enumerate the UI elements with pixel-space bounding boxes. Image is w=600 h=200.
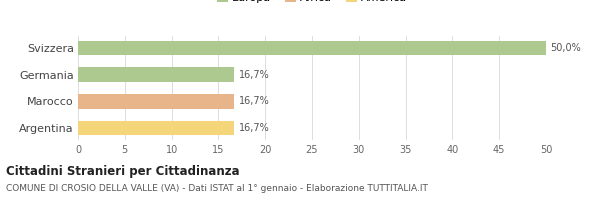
Text: 16,7%: 16,7% [239,123,270,133]
Text: 50,0%: 50,0% [551,43,581,53]
Legend: Europa, Africa, America: Europa, Africa, America [212,0,412,7]
Bar [78,121,235,135]
Text: COMUNE DI CROSIO DELLA VALLE (VA) - Dati ISTAT al 1° gennaio - Elaborazione TUTT: COMUNE DI CROSIO DELLA VALLE (VA) - Dati… [6,184,428,193]
Bar [78,41,546,55]
Text: 16,7%: 16,7% [239,70,270,80]
Text: 16,7%: 16,7% [239,96,270,106]
Text: Cittadini Stranieri per Cittadinanza: Cittadini Stranieri per Cittadinanza [6,165,239,178]
Bar [78,67,235,82]
Bar [78,94,235,109]
